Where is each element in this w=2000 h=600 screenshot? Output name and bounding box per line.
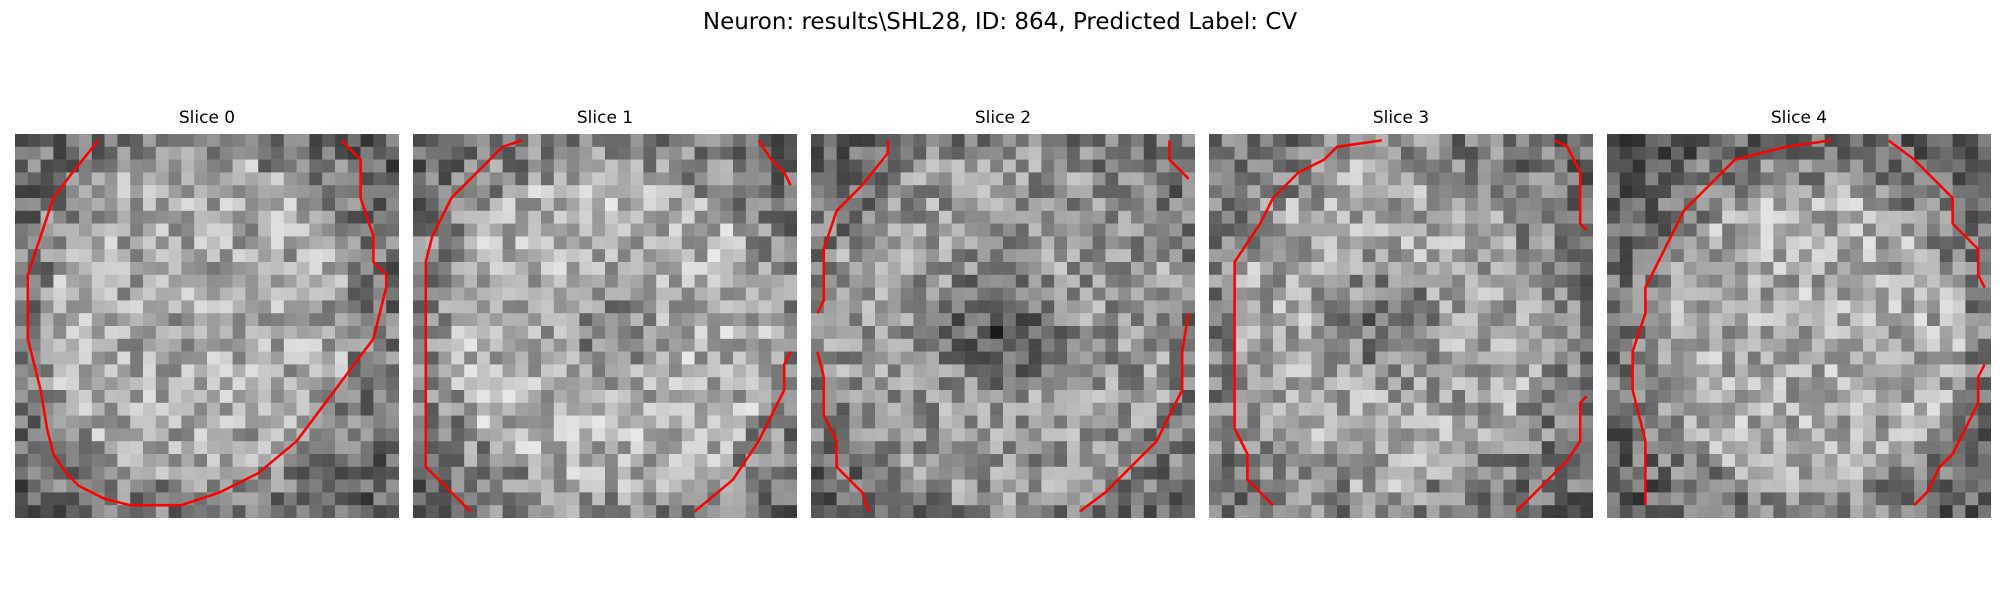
slice-title-0: Slice 0 [178, 108, 236, 128]
slice-title-1: Slice 1 [576, 108, 634, 128]
contour-line [1168, 140, 1190, 180]
contour-line [1233, 139, 1382, 507]
contour-line [1631, 139, 1832, 506]
contour-line [816, 351, 870, 513]
slice-image-4 [1607, 134, 1991, 518]
slice-title-3: Slice 3 [1372, 108, 1430, 128]
contour-line [1887, 139, 1986, 289]
slice-image-1 [413, 134, 797, 518]
slice-image-2 [811, 134, 1195, 518]
slice-title-4: Slice 4 [1770, 108, 1828, 128]
slice-image-0 [15, 134, 399, 518]
slice-title-2: Slice 2 [974, 108, 1032, 128]
contour-line [26, 139, 388, 507]
slice-image-3 [1209, 134, 1593, 518]
contour-line [1554, 139, 1588, 231]
figure-title: Neuron: results\SHL28, ID: 864, Predicte… [702, 9, 1298, 35]
contour-line [1515, 395, 1588, 513]
contour-line [757, 139, 792, 186]
contour-line [1913, 363, 1986, 507]
contour-line [816, 140, 890, 314]
contour-line [1079, 312, 1190, 513]
contour-line [424, 139, 523, 513]
contour-line [693, 351, 792, 513]
